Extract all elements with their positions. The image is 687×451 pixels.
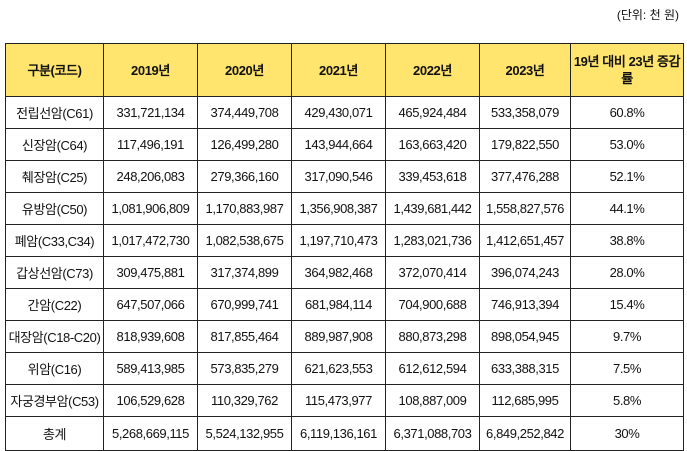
table-cell: 5,524,132,955 [197,416,292,451]
row-label: 유방암(C50) [5,192,104,225]
column-header: 2019년 [103,43,198,97]
table-row: 신장암(C64) 117,496,191 126,499,280 143,944,66… [5,128,684,161]
table-cell: 573,835,279 [197,352,292,385]
table-cell: 1,081,906,809 [103,192,198,225]
table-cell: 1,412,651,457 [479,224,571,257]
table-cell: 9.7% [570,320,684,353]
table-cell: 364,982,468 [291,256,386,289]
table-cell: 1,082,538,675 [197,224,292,257]
table-cell: 248,206,083 [103,160,198,193]
column-header: 2023년 [479,43,571,97]
table-cell: 647,507,066 [103,288,198,321]
cancer-cost-table: 구분(코드) 2019년 2020년 2021년 2022년 2023년 19년 대비 23… [5,43,684,451]
column-header: 구분(코드) [5,43,104,97]
table-cell: 681,984,114 [291,288,386,321]
row-label: 대장암(C18-C20) [5,320,104,353]
table-cell: 533,358,079 [479,96,571,129]
table-cell: 163,663,420 [385,128,480,161]
table-cell: 110,329,762 [197,384,292,417]
table-cell: 331,721,134 [103,96,198,129]
table-cell: 880,873,298 [385,320,480,353]
row-label: 위암(C16) [5,352,104,385]
table-cell: 1,017,472,730 [103,224,198,257]
table-cell: 889,987,908 [291,320,386,353]
table-cell: 898,054,945 [479,320,571,353]
table-row: 간암(C22) 647,507,066 670,999,741 681,984,114… [5,288,684,321]
table-cell: 309,475,881 [103,256,198,289]
row-label: 폐암(C33,C34) [5,224,104,257]
table-cell: 1,283,021,736 [385,224,480,257]
table-cell: 818,939,608 [103,320,198,353]
table-row: 자궁경부암(C53) 106,529,628 110,329,762 115,473,… [5,384,684,417]
table-cell: 143,944,664 [291,128,386,161]
table-cell: 372,070,414 [385,256,480,289]
table-cell: 6,371,088,703 [385,416,480,451]
row-label: 자궁경부암(C53) [5,384,104,417]
table-cell: 44.1% [570,192,684,225]
table-cell: 589,413,985 [103,352,198,385]
table-cell: 52.1% [570,160,684,193]
row-label: 전립선암(C61) [5,96,104,129]
table-cell: 612,612,594 [385,352,480,385]
table-cell: 465,924,484 [385,96,480,129]
table-cell: 704,900,688 [385,288,480,321]
table-cell: 1,558,827,576 [479,192,571,225]
table-cell: 6,849,252,842 [479,416,571,451]
table-row: 폐암(C33,C34) 1,017,472,730 1,082,538,675 1,1… [5,224,684,257]
table-cell: 7.5% [570,352,684,385]
table-cell: 429,430,071 [291,96,386,129]
table-cell: 1,356,908,387 [291,192,386,225]
table-cell: 15.4% [570,288,684,321]
column-header: 2021년 [291,43,386,97]
table-cell: 339,453,618 [385,160,480,193]
table-row: 갑상선암(C73) 309,475,881 317,374,899 364,982,4… [5,256,684,289]
table-cell: 115,473,977 [291,384,386,417]
column-header: 2022년 [385,43,480,97]
table-cell: 1,439,681,442 [385,192,480,225]
table-cell: 117,496,191 [103,128,198,161]
table-cell: 28.0% [570,256,684,289]
table-cell: 621,623,553 [291,352,386,385]
table-cell: 60.8% [570,96,684,129]
table-row: 전립선암(C61) 331,721,134 374,449,708 429,430,0… [5,96,684,129]
table-cell: 746,913,394 [479,288,571,321]
table-cell: 30% [570,416,684,451]
table-cell: 374,449,708 [197,96,292,129]
row-label: 췌장암(C25) [5,160,104,193]
header-row: 구분(코드) 2019년 2020년 2021년 2022년 2023년 19년 대비 23… [5,43,684,97]
table-cell: 126,499,280 [197,128,292,161]
row-label: 갑상선암(C73) [5,256,104,289]
table-cell: 1,197,710,473 [291,224,386,257]
table-cell: 5,268,669,115 [103,416,198,451]
table-cell: 1,170,883,987 [197,192,292,225]
column-header: 19년 대비 23년 증감률 [570,43,684,97]
table-cell: 5.8% [570,384,684,417]
table-cell: 179,822,550 [479,128,571,161]
table-cell: 396,074,243 [479,256,571,289]
table-cell: 106,529,628 [103,384,198,417]
table-row: 췌장암(C25) 248,206,083 279,366,160 317,090,54… [5,160,684,193]
row-label: 간암(C22) [5,288,104,321]
table-row: 위암(C16) 589,413,985 573,835,279 621,623,553… [5,352,684,385]
total-row: 총계 5,268,669,115 5,524,132,955 6,119,136,16… [5,416,684,451]
column-header: 2020년 [197,43,292,97]
table-cell: 108,887,009 [385,384,480,417]
row-label: 신장암(C64) [5,128,104,161]
unit-label: (단위: 천 원) [616,8,679,22]
table-row: 유방암(C50) 1,081,906,809 1,170,883,987 1,356,… [5,192,684,225]
table-cell: 38.8% [570,224,684,257]
table-cell: 377,476,288 [479,160,571,193]
row-label: 총계 [5,416,104,451]
table-cell: 112,685,995 [479,384,571,417]
table-cell: 53.0% [570,128,684,161]
table-cell: 633,388,315 [479,352,571,385]
table-cell: 279,366,160 [197,160,292,193]
table-cell: 6,119,136,161 [291,416,386,451]
table-cell: 817,855,464 [197,320,292,353]
table-cell: 670,999,741 [197,288,292,321]
table-cell: 317,374,899 [197,256,292,289]
table-row: 대장암(C18-C20) 818,939,608 817,855,464 889,98… [5,320,684,353]
table-cell: 317,090,546 [291,160,386,193]
